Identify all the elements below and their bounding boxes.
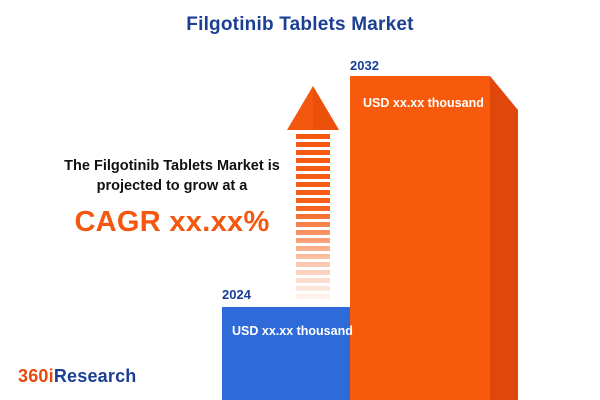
bar-2024-front-face	[222, 307, 362, 400]
bar-2032-year-label: 2032	[350, 58, 379, 73]
arrow-head-shade	[313, 86, 339, 130]
bar-2024-year-label: 2024	[222, 287, 252, 302]
bar-2032-front-face	[350, 76, 490, 400]
bar-2024-value-label: USD xx.xx thousand	[232, 324, 353, 338]
logo-part-research: Research	[53, 366, 137, 386]
cagr-value: CAGR xx.xx%	[74, 205, 270, 238]
logo-part-360i: 360i	[18, 366, 54, 386]
bar-2032-side-face	[490, 76, 518, 400]
growth-arrow-icon	[287, 86, 339, 299]
bar-2032-value-label: USD xx.xx thousand	[363, 96, 484, 110]
growth-description: The Filgotinib Tablets Market is project…	[28, 156, 316, 239]
page-title: Filgotinib Tablets Market	[186, 14, 414, 35]
description-line-1: The Filgotinib Tablets Market is	[64, 158, 280, 174]
arrow-shaft-stripes	[296, 134, 330, 299]
bar-2032	[350, 76, 518, 400]
description-line-2: projected to grow at a	[96, 178, 248, 195]
company-logo: 360iResearch	[18, 366, 137, 387]
